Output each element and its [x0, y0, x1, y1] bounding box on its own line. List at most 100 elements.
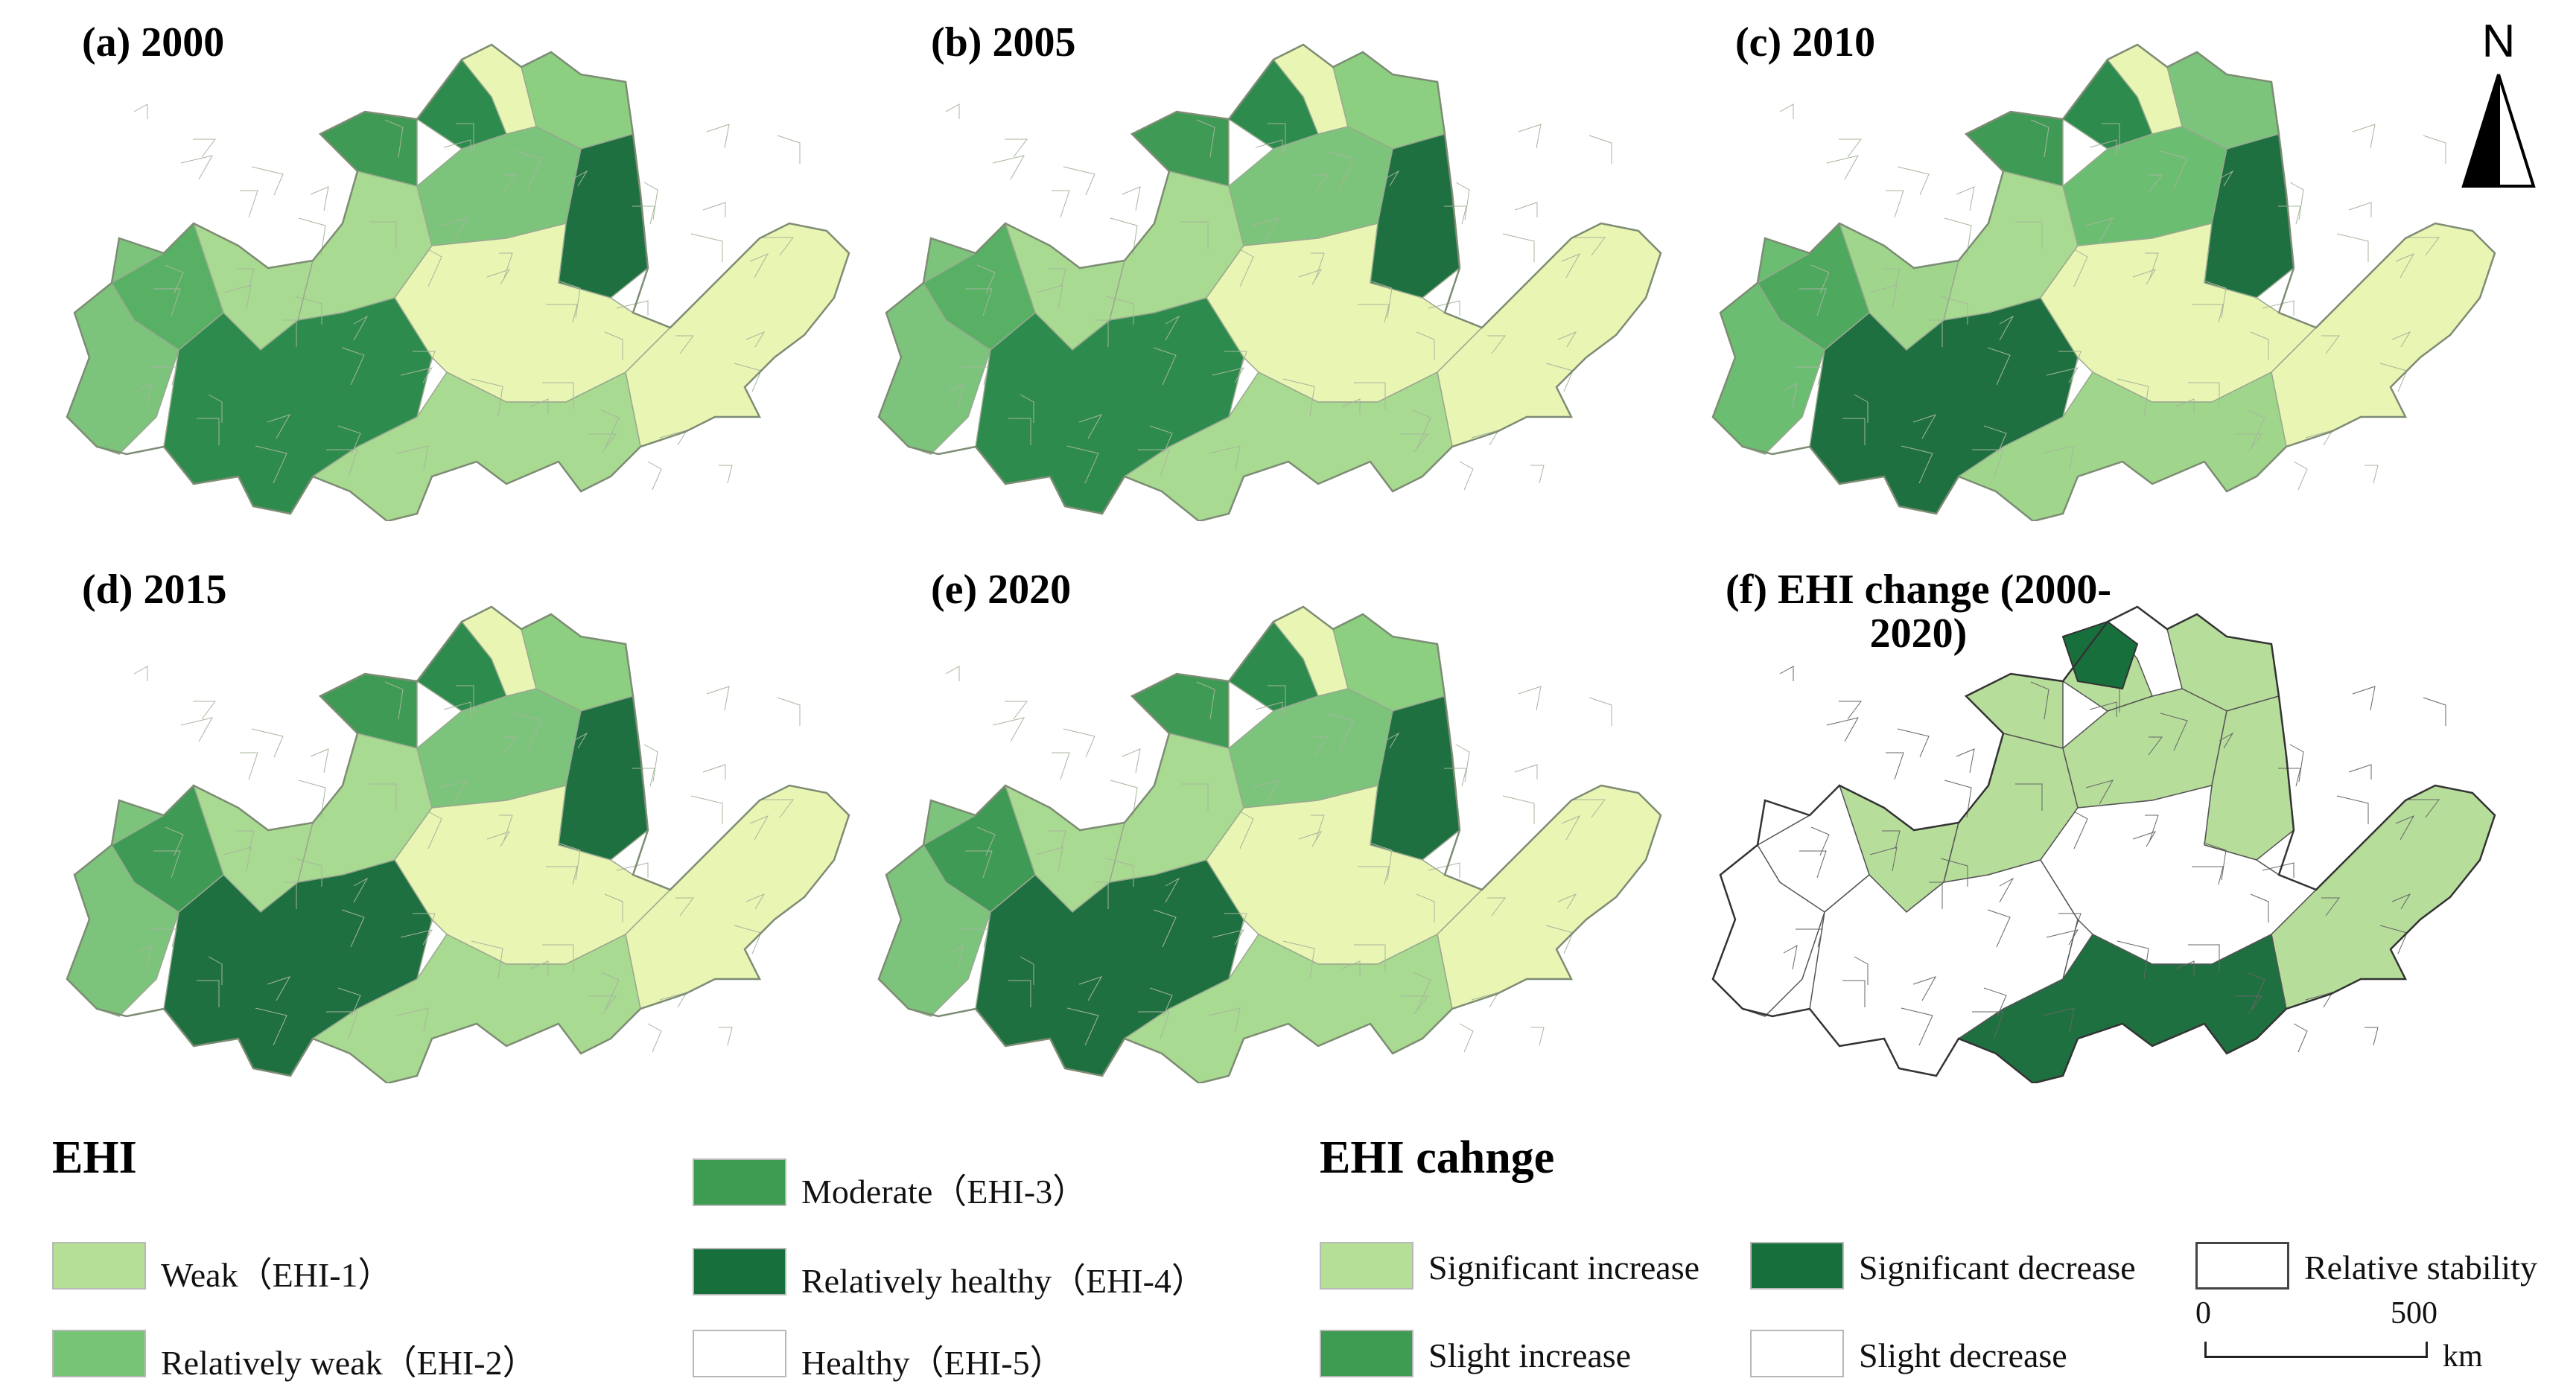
map-2015 — [66, 605, 850, 1083]
county-boundary — [2015, 783, 2043, 811]
county-boundary — [647, 461, 662, 491]
county-boundary — [2348, 764, 2372, 780]
legend-swatch — [693, 1158, 786, 1206]
county-boundary — [1122, 748, 1141, 774]
county-boundary — [396, 445, 429, 471]
county-boundary — [1901, 1007, 1933, 1046]
county-boundary — [1882, 830, 1901, 849]
county-boundary — [326, 449, 358, 477]
county-boundary — [1783, 945, 1798, 970]
legend-label: Relatively weak（EHI-2） — [161, 1344, 537, 1382]
county-boundary — [1956, 748, 1975, 774]
county-boundary — [153, 850, 181, 879]
county-boundary — [1314, 174, 1329, 194]
county-boundary — [1138, 1011, 1170, 1039]
county-boundary — [1972, 449, 2004, 477]
county-boundary — [2102, 123, 2120, 150]
county-boundary — [589, 995, 617, 1015]
county-boundary — [2250, 331, 2269, 360]
county-boundary — [1882, 268, 1901, 287]
county-boundary — [1897, 728, 1930, 758]
county-boundary — [1251, 217, 1280, 243]
county-boundary — [1282, 940, 1315, 979]
county-boundary — [1826, 717, 1859, 742]
county-boundary — [1035, 847, 1063, 872]
county-boundary — [1110, 780, 1138, 818]
county-boundary — [961, 366, 989, 386]
county-boundary — [529, 960, 549, 976]
county-boundary — [1020, 956, 1034, 985]
county-boundary — [1122, 186, 1141, 211]
county-boundary — [945, 103, 960, 119]
county-boundary — [1796, 928, 1823, 948]
county-boundary — [223, 847, 252, 872]
legend-label: Healthy（EHI-5） — [801, 1344, 1064, 1382]
map-change — [1711, 605, 2496, 1083]
county-boundary — [1459, 461, 1474, 491]
county-boundary — [1854, 394, 1869, 423]
county-boundary — [976, 264, 996, 294]
county-boundary — [1428, 862, 1460, 878]
county-boundary — [1251, 780, 1280, 805]
county-boundary — [1138, 449, 1170, 477]
county-boundary — [1196, 119, 1215, 158]
county-boundary — [777, 697, 801, 726]
county-boundary — [2423, 697, 2446, 726]
map-regions — [878, 44, 1661, 521]
county-boundary — [208, 956, 223, 985]
county-boundary — [719, 1027, 733, 1046]
legend-label: Slight increase — [1428, 1336, 1632, 1374]
map-panel-2000: (a) 2000 — [45, 0, 894, 521]
county-boundary — [1416, 331, 1435, 360]
county-boundary — [1487, 897, 1506, 917]
county-boundary — [439, 780, 468, 805]
county-boundary — [643, 182, 658, 220]
county-boundary — [2148, 736, 2163, 756]
county-boundary — [2117, 940, 2149, 979]
map-2000 — [66, 43, 850, 521]
county-boundary — [1897, 166, 1930, 196]
county-boundary — [965, 288, 993, 316]
county-boundary — [251, 728, 284, 758]
county-boundary — [1354, 382, 1386, 409]
county-boundary — [1574, 799, 1606, 818]
county-boundary — [1153, 347, 1177, 386]
county-boundary — [337, 425, 361, 455]
map-panel-2015: (d) 2015 — [45, 562, 894, 1083]
county-boundary — [976, 826, 996, 856]
county-boundary — [1066, 445, 1099, 484]
county-boundary — [573, 170, 588, 187]
county-boundary — [197, 418, 220, 445]
county-boundary — [396, 1007, 429, 1033]
county-boundary — [589, 433, 617, 453]
basin-outline — [66, 43, 850, 521]
panel-label-2010: (c) 2010 — [1735, 19, 1876, 66]
county-boundary — [514, 713, 542, 751]
county-boundary — [1212, 929, 1245, 946]
county-boundary — [150, 366, 177, 386]
county-boundary — [1311, 815, 1325, 843]
county-boundary — [749, 815, 769, 841]
county-boundary — [745, 331, 766, 348]
county-boundary — [197, 980, 220, 1007]
panel-label-2015: (d) 2015 — [82, 567, 227, 613]
county-boundary — [2145, 815, 2159, 843]
county-boundary — [1869, 284, 1898, 310]
county-boundary — [1940, 858, 1968, 887]
county-boundary — [255, 1007, 287, 1046]
county-boundary — [443, 701, 471, 717]
county-boundary — [1999, 877, 2014, 903]
county-boundary — [2042, 1007, 2075, 1033]
county-boundary — [413, 351, 436, 379]
county-boundary — [1514, 202, 1538, 217]
county-boundary — [2132, 831, 2157, 847]
county-boundary — [1341, 960, 1361, 976]
county-boundary — [1149, 425, 1173, 455]
county-boundary — [2408, 799, 2440, 818]
county-boundary — [427, 249, 442, 287]
panel-label-2005: (b) 2005 — [931, 19, 1076, 66]
county-boundary — [2391, 893, 2411, 910]
county-boundary — [1799, 850, 1827, 879]
county-boundary — [1326, 713, 1354, 751]
county-boundary — [1557, 893, 1577, 910]
